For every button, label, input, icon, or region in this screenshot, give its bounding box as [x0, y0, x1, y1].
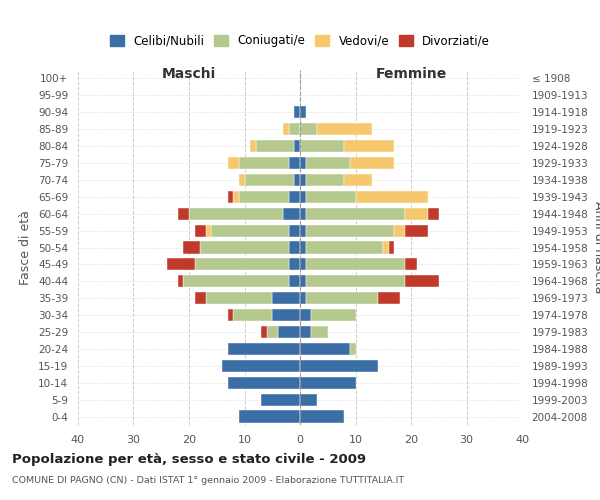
Bar — [289, 224, 300, 236]
Bar — [200, 242, 289, 254]
Bar — [228, 343, 300, 355]
Bar — [211, 224, 289, 236]
Bar — [178, 275, 184, 287]
Bar — [300, 376, 355, 389]
Bar — [295, 140, 300, 152]
Bar — [283, 208, 300, 220]
Bar — [266, 326, 278, 338]
Bar — [300, 309, 311, 321]
Bar — [300, 106, 305, 118]
Bar — [194, 224, 206, 236]
Bar — [295, 106, 300, 118]
Bar — [406, 224, 428, 236]
Bar — [406, 208, 428, 220]
Bar — [261, 326, 266, 338]
Bar — [305, 157, 350, 169]
Bar — [289, 190, 300, 203]
Bar — [300, 123, 317, 136]
Bar — [344, 174, 372, 186]
Bar — [239, 190, 289, 203]
Bar — [300, 410, 344, 422]
Bar — [228, 309, 233, 321]
Bar — [305, 208, 406, 220]
Bar — [383, 242, 389, 254]
Bar — [228, 376, 300, 389]
Bar — [305, 292, 378, 304]
Bar — [300, 258, 305, 270]
Bar — [289, 123, 300, 136]
Bar — [300, 208, 305, 220]
Bar — [311, 309, 355, 321]
Bar — [228, 157, 239, 169]
Bar — [289, 258, 300, 270]
Bar — [228, 190, 233, 203]
Bar — [305, 258, 406, 270]
Bar — [261, 394, 300, 406]
Bar — [300, 360, 378, 372]
Bar — [305, 242, 383, 254]
Legend: Celibi/Nubili, Coniugati/e, Vedovi/e, Divorziati/e: Celibi/Nubili, Coniugati/e, Vedovi/e, Di… — [105, 30, 495, 52]
Bar — [184, 242, 200, 254]
Bar — [239, 174, 245, 186]
Bar — [311, 326, 328, 338]
Bar — [305, 224, 394, 236]
Bar — [178, 208, 189, 220]
Bar — [300, 326, 311, 338]
Bar — [300, 394, 317, 406]
Bar — [300, 224, 305, 236]
Bar — [233, 309, 272, 321]
Bar — [194, 292, 206, 304]
Bar — [406, 275, 439, 287]
Bar — [428, 208, 439, 220]
Bar — [295, 174, 300, 186]
Bar — [406, 258, 416, 270]
Bar — [378, 292, 400, 304]
Bar — [206, 292, 272, 304]
Bar — [300, 140, 344, 152]
Bar — [317, 123, 372, 136]
Bar — [239, 410, 300, 422]
Bar — [206, 224, 211, 236]
Bar — [289, 157, 300, 169]
Bar — [189, 208, 283, 220]
Bar — [350, 343, 355, 355]
Text: Maschi: Maschi — [162, 66, 216, 80]
Bar — [256, 140, 295, 152]
Bar — [300, 275, 305, 287]
Text: Popolazione per età, sesso e stato civile - 2009: Popolazione per età, sesso e stato civil… — [12, 452, 366, 466]
Bar — [355, 190, 428, 203]
Bar — [239, 157, 289, 169]
Bar — [305, 174, 344, 186]
Bar — [289, 242, 300, 254]
Bar — [272, 292, 300, 304]
Text: Femmine: Femmine — [376, 66, 446, 80]
Text: COMUNE DI PAGNO (CN) - Dati ISTAT 1° gennaio 2009 - Elaborazione TUTTITALIA.IT: COMUNE DI PAGNO (CN) - Dati ISTAT 1° gen… — [12, 476, 404, 485]
Bar — [245, 174, 295, 186]
Bar — [300, 190, 305, 203]
Bar — [300, 242, 305, 254]
Bar — [283, 123, 289, 136]
Bar — [389, 242, 394, 254]
Bar — [194, 258, 289, 270]
Bar — [394, 224, 406, 236]
Y-axis label: Anni di nascita: Anni di nascita — [592, 201, 600, 294]
Bar — [305, 275, 406, 287]
Bar — [300, 157, 305, 169]
Bar — [300, 292, 305, 304]
Bar — [233, 190, 239, 203]
Bar — [300, 343, 350, 355]
Bar — [350, 157, 394, 169]
Bar — [167, 258, 194, 270]
Bar — [278, 326, 300, 338]
Bar — [272, 309, 300, 321]
Bar — [289, 275, 300, 287]
Bar — [184, 275, 289, 287]
Bar — [250, 140, 256, 152]
Bar — [344, 140, 394, 152]
Bar — [222, 360, 300, 372]
Bar — [300, 174, 305, 186]
Y-axis label: Fasce di età: Fasce di età — [19, 210, 32, 285]
Bar — [305, 190, 355, 203]
